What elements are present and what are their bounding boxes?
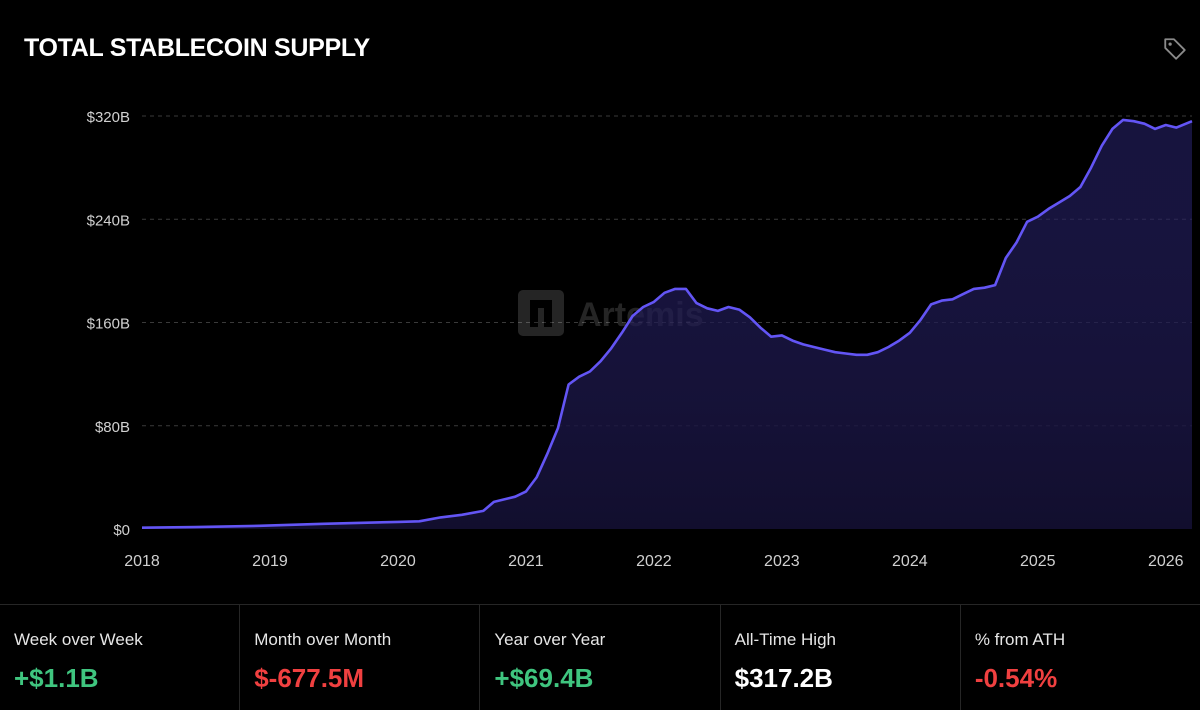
stablecoin-supply-chart: Artemis $0$80B$160B$240B$320B 2018201920… (87, 109, 1193, 570)
x-tick-label: 2019 (252, 553, 288, 570)
y-tick-label: $0 (113, 522, 130, 539)
x-tick-label: 2025 (1020, 553, 1056, 570)
supply-area (142, 119, 1192, 530)
chart-title: TOTAL STABLECOIN SUPPLY (24, 34, 370, 62)
stat-value: -0.54% (974, 663, 1058, 693)
stat-value: +$1.1B (14, 663, 99, 693)
tag-icon[interactable] (1162, 36, 1188, 62)
stat-all-time-high: All-Time High $317.2B (719, 605, 960, 710)
stat-week-over-week: Week over Week +$1.1B (0, 605, 239, 710)
x-tick-label: 2026 (1148, 553, 1184, 570)
stat-year-over-year: Year over Year +$69.4B (479, 605, 719, 710)
supply-line (141, 118, 1193, 529)
x-tick-label: 2018 (124, 553, 160, 570)
x-tick-label: 2024 (892, 553, 928, 570)
y-axis-ticks: $0 $80B $160B $240B $320B (87, 109, 130, 539)
x-tick-label: 2023 (764, 553, 800, 570)
stat-label: % from ATH (974, 630, 1066, 649)
artemis-logo-icon (518, 290, 564, 336)
x-tick-label: 2020 (380, 553, 416, 570)
x-tick-label: 2022 (636, 553, 672, 570)
y-tick-label: $240B (87, 212, 130, 229)
y-tick-label: $80B (95, 419, 130, 436)
x-axis-ticks: 2018 2019 2020 2021 2022 2023 2024 2025 2026 (124, 553, 1183, 570)
stat-from-ath: % from ATH -0.54% (959, 605, 1200, 710)
stat-label: Week over Week (14, 630, 143, 649)
stats-bar: Week over Week +$1.1B Month over Month $-67… (0, 604, 1200, 710)
stat-label: Month over Month (254, 630, 392, 649)
y-tick-label: $320B (87, 109, 130, 126)
stat-month-over-month: Month over Month $-677.5M (239, 605, 479, 710)
x-tick-label: 2021 (508, 553, 544, 570)
stat-label: All-Time High (734, 630, 836, 649)
stat-value: $317.2B (734, 663, 833, 693)
stat-label: Year over Year (494, 630, 606, 649)
y-tick-label: $160B (87, 316, 130, 333)
stat-value: +$69.4B (494, 663, 594, 693)
stat-value: $-677.5M (254, 663, 365, 693)
